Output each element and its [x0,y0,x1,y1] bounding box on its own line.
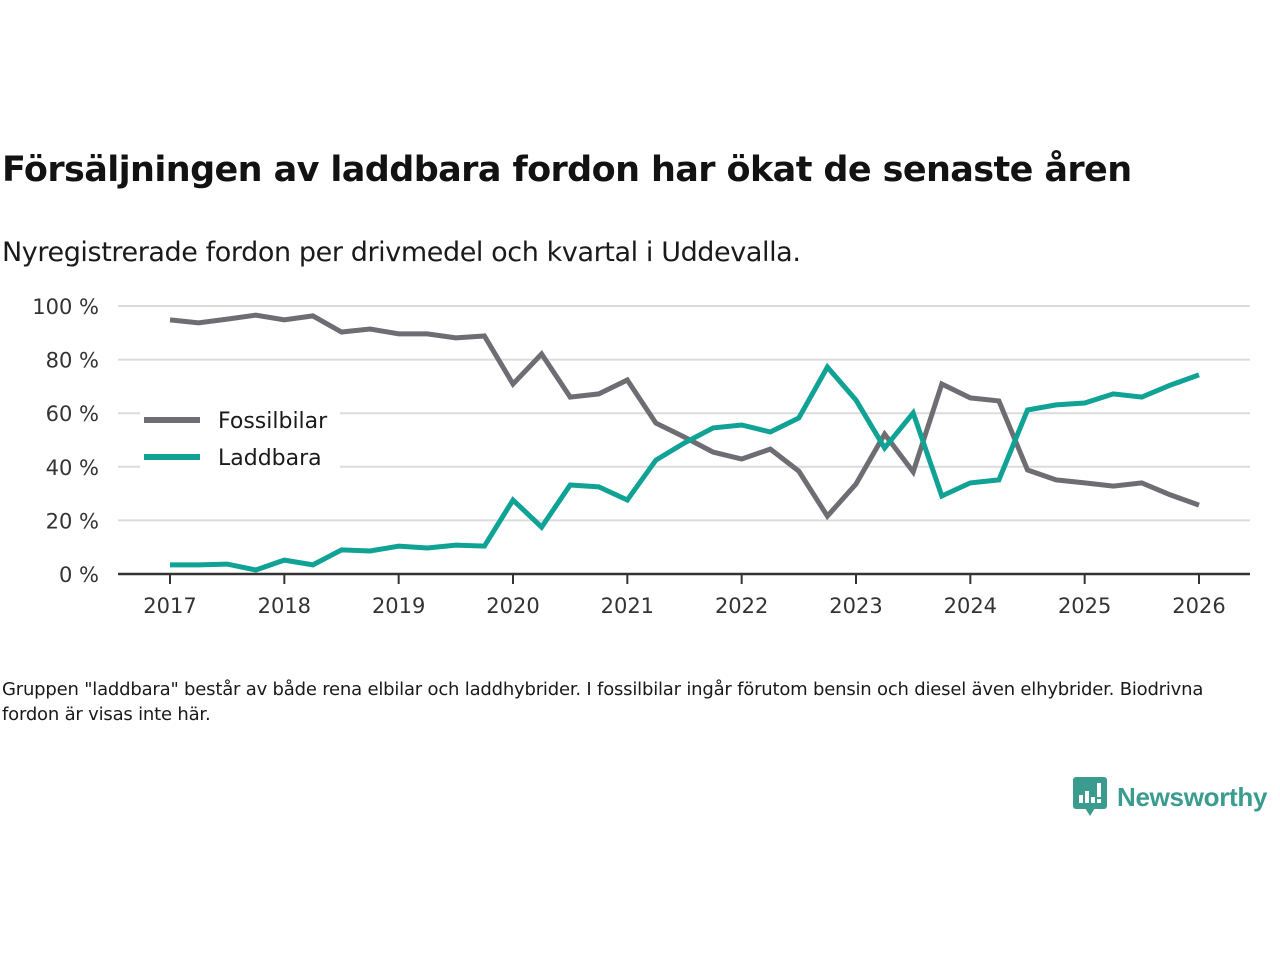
legend: Fossilbilar Laddbara [140,398,340,478]
series-lines [169,312,1200,573]
x-tick-label: 2019 [372,594,425,618]
logo-text: Newsworthy [1117,781,1268,812]
legend-label-fossilbilar: Fossilbilar [218,409,328,434]
x-tick-label: 2025 [1058,594,1111,618]
x-tick-label: 2021 [601,594,654,618]
x-tick-label: 2018 [258,594,311,618]
x-tick-label: 2024 [944,594,997,618]
legend-label-laddbara: Laddbara [218,446,322,471]
x-tick-label: 2026 [1172,594,1225,618]
y-tick-label: 0 % [59,563,99,587]
x-tick-label: 2020 [486,594,539,618]
chart-subtitle: Nyregistrerade fordon per drivmedel och … [2,237,801,268]
chart-speech-bubble-icon [1073,777,1107,816]
gridlines [118,305,1250,522]
x-tick-label: 2022 [715,594,768,618]
line-chart: 0 % 20 % 40 % 60 % 80 % 100 % 2017 2018 2019 202… [32,295,1250,618]
newsworthy-logo: Newsworthy [1073,777,1267,817]
x-tick-label: 2017 [143,594,196,618]
legend-background [140,398,340,478]
y-tick-label: 40 % [46,456,99,480]
y-tick-label: 20 % [46,509,99,533]
x-axis: 2017 2018 2019 2020 2021 2022 2023 2024 2025 2026 [118,572,1250,618]
footnote: Gruppen "laddbara" består av både rena e… [2,679,1204,725]
y-tick-label: 100 % [32,295,99,319]
chart-title: Försäljningen av laddbara fordon har öka… [2,150,1132,190]
y-axis: 0 % 20 % 40 % 60 % 80 % 100 % [32,295,99,587]
x-tick-label: 2023 [829,594,882,618]
y-tick-label: 80 % [46,349,99,373]
y-tick-label: 60 % [46,402,99,426]
